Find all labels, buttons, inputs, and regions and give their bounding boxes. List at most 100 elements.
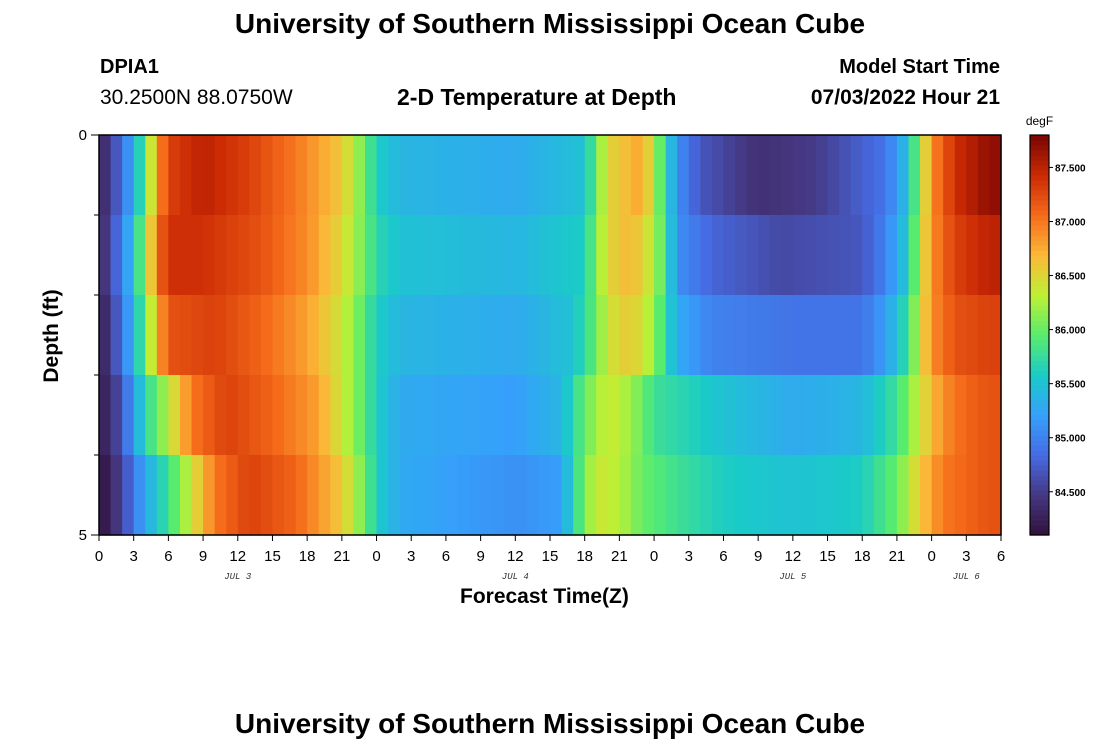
heatmap-cell [376,135,389,216]
colorbar-segment [1030,430,1049,436]
heatmap-cell [862,135,875,216]
heatmap-cell [550,375,563,456]
colorbar-unit: degF [1026,114,1053,128]
colorbar-segment [1030,525,1049,531]
heatmap-cell [850,455,863,536]
heatmap-cell [550,135,563,216]
heatmap-cell [711,295,725,376]
heatmap-cell [561,375,574,456]
heatmap-cell [677,215,690,296]
heatmap-cell [630,375,644,456]
heatmap-cell [411,295,424,376]
x-tick-label: 6 [164,548,172,565]
heatmap-cell [573,215,586,296]
heatmap-cell [885,295,898,376]
heatmap-cell [850,375,863,456]
heatmap-cell [700,455,713,536]
colorbar-segment [1030,315,1049,321]
heatmap-cell [226,215,239,296]
heatmap-cell [573,135,586,216]
heatmap-cell [99,215,112,296]
heatmap-cell [156,295,169,376]
heatmap-cell [284,295,297,376]
colorbar-segment [1030,365,1049,371]
heatmap-cell [665,375,678,456]
colorbar-segment [1030,210,1049,216]
heatmap-cell [954,135,967,216]
heatmap-cell [769,295,782,376]
colorbar-segment [1030,285,1049,291]
heatmap-cell [353,215,366,296]
heatmap-cell [515,375,528,456]
heatmap-cell [249,215,262,296]
heatmap-cell [758,295,771,376]
colorbar-segment [1030,470,1049,476]
heatmap-cell [214,135,227,216]
heatmap-cell [457,455,470,536]
heatmap-cell [862,455,875,536]
heatmap-cell [272,375,285,456]
page-title: University of Southern Mississippi Ocean… [234,8,866,39]
colorbar-segment [1030,450,1049,456]
heatmap-cell [295,135,308,216]
colorbar-segment [1030,190,1049,196]
heatmap-cell [573,455,586,536]
heatmap-cell [341,295,355,376]
x-tick-label: 3 [962,548,970,565]
heatmap-cell [110,215,123,296]
colorbar-segment [1030,400,1049,406]
colorbar-segment [1030,260,1049,266]
heatmap-cell [619,455,632,536]
heatmap-cell [550,455,563,536]
heatmap-cell [422,135,435,216]
heatmap-cell [654,295,667,376]
colorbar-tick-label: 85.000 [1055,434,1086,445]
heatmap-cell [503,135,516,216]
colorbar-segment [1030,500,1049,506]
heatmap-cell [792,295,806,376]
heatmap-cell [353,455,366,536]
heatmap-cell [469,135,482,216]
heatmap-cell [931,295,944,376]
heatmap-cell [746,135,759,216]
heatmap-cell [642,295,655,376]
heatmap-cell [110,375,123,456]
heatmap-cell [630,135,644,216]
heatmap-cell [434,375,447,456]
heatmap-cell [538,135,551,216]
heatmap-cell [630,215,644,296]
heatmap-cell [630,455,644,536]
heatmap-cell [607,135,620,216]
colorbar-frame [1029,134,1050,536]
heatmap-cell [827,455,840,536]
heatmap-cell [885,135,898,216]
x-axis-label: Forecast Time(Z) [460,585,629,608]
heatmap-cell [966,295,979,376]
heatmap-cell [330,135,343,216]
heatmap-cell [538,455,551,536]
heatmap-cell [815,295,829,376]
x-tick-label: 6 [997,548,1005,565]
heatmap-cell [307,295,320,376]
heatmap-cell [272,135,285,216]
heatmap-cell [873,135,886,216]
x-tick-label: 18 [299,548,316,565]
heatmap-cell [179,455,193,536]
x-tick-label: 21 [334,548,351,565]
heatmap-cell [665,295,678,376]
colorbar-segment [1030,350,1049,356]
heatmap-cell [388,135,401,216]
heatmap-cell [122,455,135,536]
colorbar-segment [1030,185,1049,191]
heatmap-cell [723,295,736,376]
colorbar-segment [1030,370,1049,376]
x-tick-label: 18 [576,548,593,565]
colorbar-segment [1030,340,1049,346]
heatmap-cell [272,455,285,536]
heatmap-cell [943,215,956,296]
heatmap-cell [723,135,736,216]
heatmap-cell [457,135,470,216]
heatmap-cell [399,135,412,216]
heatmap-cell [862,295,875,376]
colorbar-segment [1030,305,1049,311]
